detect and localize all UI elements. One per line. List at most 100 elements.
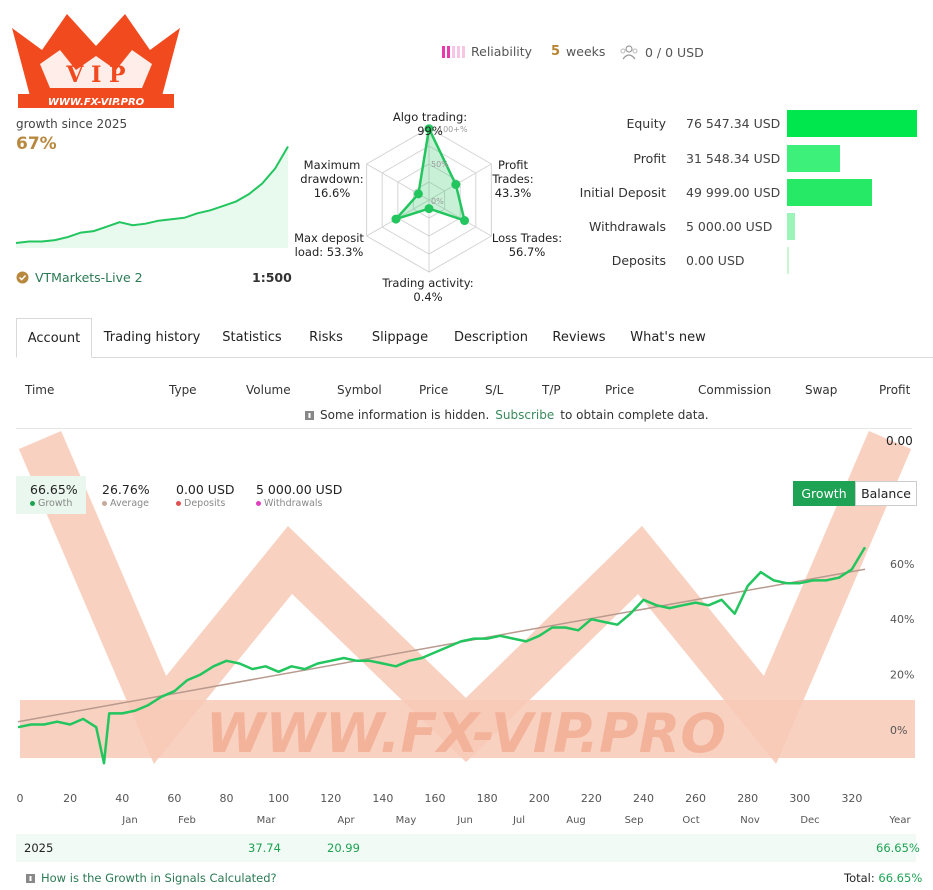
radar-label-drawdown: Maximum drawdown: 16.6% <box>300 158 364 200</box>
month-label: Mar <box>257 815 277 826</box>
growth-calc-link[interactable]: How is the Growth in Signals Calculated? <box>26 871 277 885</box>
radar-tick-0: 0% <box>431 197 444 206</box>
month-value-mar: 37.74 <box>248 841 281 855</box>
month-label: Oct <box>682 815 699 826</box>
x-tick-label: 300 <box>789 792 810 805</box>
tab-bar: Account Trading history Statistics Risks Sli… <box>16 318 933 358</box>
radar-tick-100: 100+% <box>438 125 468 134</box>
stat-growth: 66.65% Growth <box>30 482 78 509</box>
column-header-10[interactable]: Profit <box>879 383 911 397</box>
equity-label-2: Initial Deposit <box>579 185 666 200</box>
svg-text:V I P: V I P <box>65 62 125 88</box>
stat-average: 26.76% Average <box>102 482 150 509</box>
reliability[interactable]: Reliability <box>442 44 532 59</box>
equity-value-4: 0.00 USD <box>686 253 745 268</box>
average-series-line <box>17 568 866 723</box>
logo-text: WWW.FX-VIP.PRO <box>48 97 145 108</box>
month-label: Sep <box>625 815 644 826</box>
profit-total: 0.00 <box>886 434 913 448</box>
x-tick-label: 80 <box>219 792 233 805</box>
x-tick-label: 0 <box>17 792 24 805</box>
tab-risks[interactable]: Risks <box>309 330 343 345</box>
logo: V I P WWW.FX-VIP.PRO <box>12 14 180 108</box>
hidden-info-note: Some information is hidden. Subscribe to… <box>305 408 709 422</box>
equity-label-0: Equity <box>626 116 666 131</box>
year-label-2025: 2025 <box>24 841 54 855</box>
column-header-7[interactable]: Price <box>605 383 635 397</box>
y-tick-label: 20% <box>890 669 914 682</box>
column-header-2[interactable]: Volume <box>246 383 291 397</box>
equity-bar-4 <box>787 247 789 274</box>
radar-label-activity: Trading activity: 0.4% <box>382 276 474 304</box>
month-label: Apr <box>337 815 355 826</box>
subscribe-link[interactable]: Subscribe <box>495 408 555 422</box>
column-header-0[interactable]: Time <box>25 383 55 397</box>
year-axis-label: Year <box>888 815 911 826</box>
month-label: Dec <box>800 815 819 826</box>
growth-sparkline <box>15 145 289 248</box>
x-tick-label: 260 <box>685 792 706 805</box>
radar-label-profit: Profit Trades: 43.3% <box>492 158 534 200</box>
verified-shield-icon <box>16 271 29 284</box>
column-header-8[interactable]: Commission <box>698 383 772 397</box>
radar-label-algo: Algo trading: 99% <box>392 110 468 138</box>
y-tick-label: 40% <box>890 613 914 626</box>
equity-value-0: 76 547.34 USD <box>686 116 781 131</box>
year-total: 66.65% <box>876 841 920 855</box>
equity-value-1: 31 548.34 USD <box>686 151 781 166</box>
reliability-bars <box>442 45 465 58</box>
radar-tick-50: 50% <box>431 160 449 169</box>
x-tick-label: 60 <box>167 792 181 805</box>
table-divider <box>16 428 912 429</box>
x-tick-label: 220 <box>581 792 602 805</box>
equity-bar-1 <box>787 145 840 172</box>
growth-value: 67% <box>16 134 57 154</box>
reliability-label: Reliability <box>471 44 533 59</box>
tab-what-s-new[interactable]: What's new <box>630 330 706 345</box>
x-tick-label: 100 <box>268 792 289 805</box>
month-value-apr: 20.99 <box>327 841 360 855</box>
equity-value-2: 49 999.00 USD <box>686 185 781 200</box>
broker[interactable]: VTMarkets-Live 2 <box>16 270 143 285</box>
tab-account[interactable]: Account <box>16 318 92 358</box>
footer-total: Total: 66.65% <box>844 871 923 885</box>
radar-point-3 <box>424 204 434 214</box>
column-header-4[interactable]: Price <box>419 383 449 397</box>
x-tick-label: 240 <box>633 792 654 805</box>
equity-label-4: Deposits <box>611 253 666 268</box>
month-label: Aug <box>566 815 586 826</box>
column-header-5[interactable]: S/L <box>485 383 504 397</box>
balance-toggle-button[interactable]: Balance <box>855 481 917 506</box>
x-tick-label: 280 <box>737 792 758 805</box>
month-label: May <box>396 815 417 826</box>
x-tick-label: 40 <box>115 792 129 805</box>
growth-toggle-button[interactable]: Growth <box>793 481 855 506</box>
equity-label-3: Withdrawals <box>589 219 666 234</box>
tab-trading-history[interactable]: Trading history <box>103 330 201 345</box>
column-header-6[interactable]: T/P <box>542 383 561 397</box>
tab-statistics[interactable]: Statistics <box>222 330 282 345</box>
radar-point-2 <box>460 216 470 226</box>
tab-reviews[interactable]: Reviews <box>552 330 606 345</box>
year-summary-row: 2025 37.74 20.99 66.65% <box>16 834 920 862</box>
x-tick-label: 320 <box>841 792 862 805</box>
equity-bar-0 <box>787 110 917 137</box>
month-label: Jan <box>121 815 137 826</box>
column-header-1[interactable]: Type <box>169 383 197 397</box>
growth-series-line <box>17 546 867 765</box>
tab-slippage[interactable]: Slippage <box>371 330 429 345</box>
month-label: Jun <box>456 815 473 826</box>
footer-total-value: 66.65% <box>878 871 923 885</box>
month-label: Nov <box>740 815 760 826</box>
weeks-number: 5 <box>551 44 561 59</box>
info-square-icon <box>305 410 314 420</box>
leverage: 1:500 <box>252 270 292 285</box>
month-label: Jul <box>512 815 525 826</box>
column-header-9[interactable]: Swap <box>805 383 838 397</box>
month-label: Feb <box>178 815 196 826</box>
tab-description[interactable]: Description <box>453 330 529 345</box>
column-header-3[interactable]: Symbol <box>337 383 382 397</box>
subscribers-value: 0 / 0 USD <box>645 44 704 60</box>
x-tick-label: 200 <box>529 792 550 805</box>
x-tick-label: 160 <box>424 792 445 805</box>
